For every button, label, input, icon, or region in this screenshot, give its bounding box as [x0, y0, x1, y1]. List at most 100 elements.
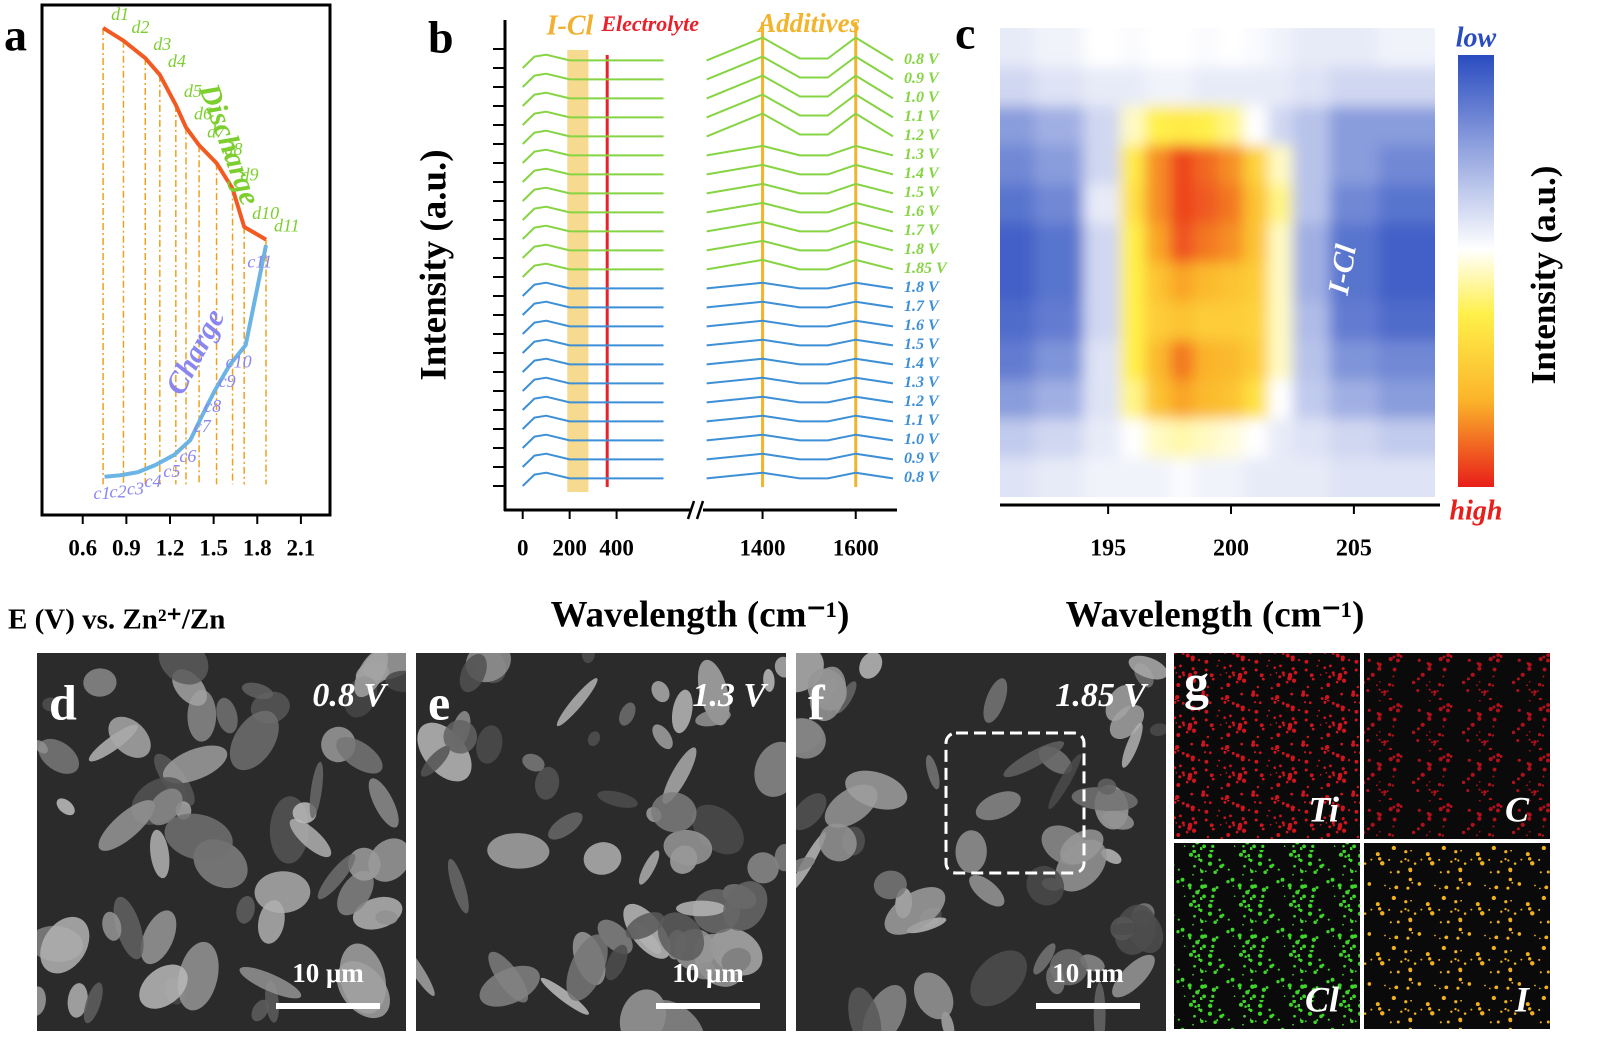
series-label: 0.8 V [904, 51, 940, 68]
heat-cell [1243, 28, 1269, 68]
particle [796, 857, 815, 873]
heat-cell [1000, 340, 1035, 381]
voltage-label: 0.8 V [312, 677, 388, 714]
heat-cell [1083, 145, 1121, 185]
x-tick-label: 1600 [833, 535, 879, 560]
heat-cell [1194, 223, 1220, 263]
heat-cell [1194, 262, 1220, 303]
heat-cell [1083, 340, 1121, 381]
heat-cell [1083, 262, 1121, 303]
panel-letter: a [4, 10, 27, 61]
particle [42, 697, 60, 712]
series-label: 1.5 V [904, 184, 940, 201]
heat-cell [1267, 379, 1293, 420]
series-label: 0.9 V [904, 70, 940, 87]
point-label: c11 [247, 251, 272, 271]
heat-cell [1000, 379, 1035, 420]
point-label: d6 [194, 104, 212, 124]
particle [162, 745, 228, 784]
heat-cell [1218, 145, 1244, 185]
point-label: c9 [219, 371, 236, 391]
spectrum [521, 262, 664, 278]
heat-cell [1083, 301, 1121, 342]
spectrum [521, 243, 664, 259]
particle [241, 682, 274, 700]
heat-cell [1145, 106, 1171, 146]
particle [651, 681, 670, 703]
heat-cell [1267, 67, 1293, 107]
spectrum [706, 201, 894, 214]
spectrum [706, 112, 894, 138]
spectrum [521, 414, 664, 430]
spectrum [521, 72, 664, 88]
heat-cell [1329, 301, 1379, 342]
heat-cell [1292, 28, 1330, 68]
x-tick-label: 200 [1213, 536, 1249, 562]
particle [663, 829, 713, 866]
particle [650, 999, 704, 1031]
heat-cell [1378, 301, 1435, 342]
sem-image [37, 653, 406, 1031]
eds-map [1364, 653, 1550, 839]
heat-cell [1218, 379, 1244, 420]
spectrum [521, 281, 664, 297]
heat-cell [1267, 262, 1293, 303]
heat-cell [1169, 28, 1195, 68]
particle [534, 766, 560, 800]
series-label: 1.6 V [904, 317, 940, 334]
series-label: 0.9 V [904, 450, 940, 467]
series-label: 1.8 V [904, 279, 940, 296]
spectrum [706, 220, 894, 233]
heat-cell [1120, 223, 1146, 263]
particle [83, 668, 117, 697]
spectrum [706, 338, 894, 347]
particle [662, 747, 697, 804]
heat-cell [1145, 457, 1171, 497]
particle [239, 966, 302, 999]
spectrum [521, 186, 664, 202]
point-label: d10 [252, 203, 279, 223]
series-label: 1.7 V [904, 298, 940, 315]
heat-cell [1218, 262, 1244, 303]
heat-cell [1267, 145, 1293, 185]
heat-cell [1292, 223, 1330, 263]
colorbar [1458, 55, 1494, 487]
highlight-band [567, 50, 589, 492]
particle [754, 741, 786, 797]
particle [40, 916, 90, 974]
heat-cell [1329, 106, 1379, 146]
spectrum [706, 239, 894, 252]
heat-cell [1194, 184, 1220, 224]
series-label: 1.1 V [904, 412, 940, 429]
particle [859, 653, 883, 679]
particle [625, 912, 665, 940]
particle [317, 853, 356, 900]
particle [216, 697, 238, 734]
panel-letter: b [428, 12, 454, 63]
particle [102, 911, 122, 941]
point-label: d5 [184, 81, 202, 101]
heat-cell [1292, 145, 1330, 185]
heat-cell [1034, 340, 1085, 381]
point-label: d7 [207, 121, 226, 141]
x-tick-label: 1.5 [199, 535, 228, 560]
heat-cell [1243, 457, 1269, 497]
particle [339, 943, 387, 1014]
series-label: 1.2 V [904, 393, 940, 410]
spectrum [706, 414, 894, 423]
particle [385, 670, 406, 693]
voltage-label: 1.3 V [692, 677, 768, 714]
spectrum [521, 395, 664, 411]
heat-cell [1329, 28, 1379, 68]
heat-cell [1292, 184, 1330, 224]
spectrum [521, 53, 664, 69]
heat-cell [1329, 379, 1379, 420]
particle [1046, 965, 1065, 995]
spectrum [521, 471, 664, 487]
particle [884, 887, 946, 935]
particle [955, 830, 987, 874]
scale-bar [656, 1003, 760, 1009]
heat-cell [1378, 262, 1435, 303]
particle [556, 678, 598, 727]
x-axis-label: E (V) vs. Zn²⁺/Zn [8, 604, 225, 636]
